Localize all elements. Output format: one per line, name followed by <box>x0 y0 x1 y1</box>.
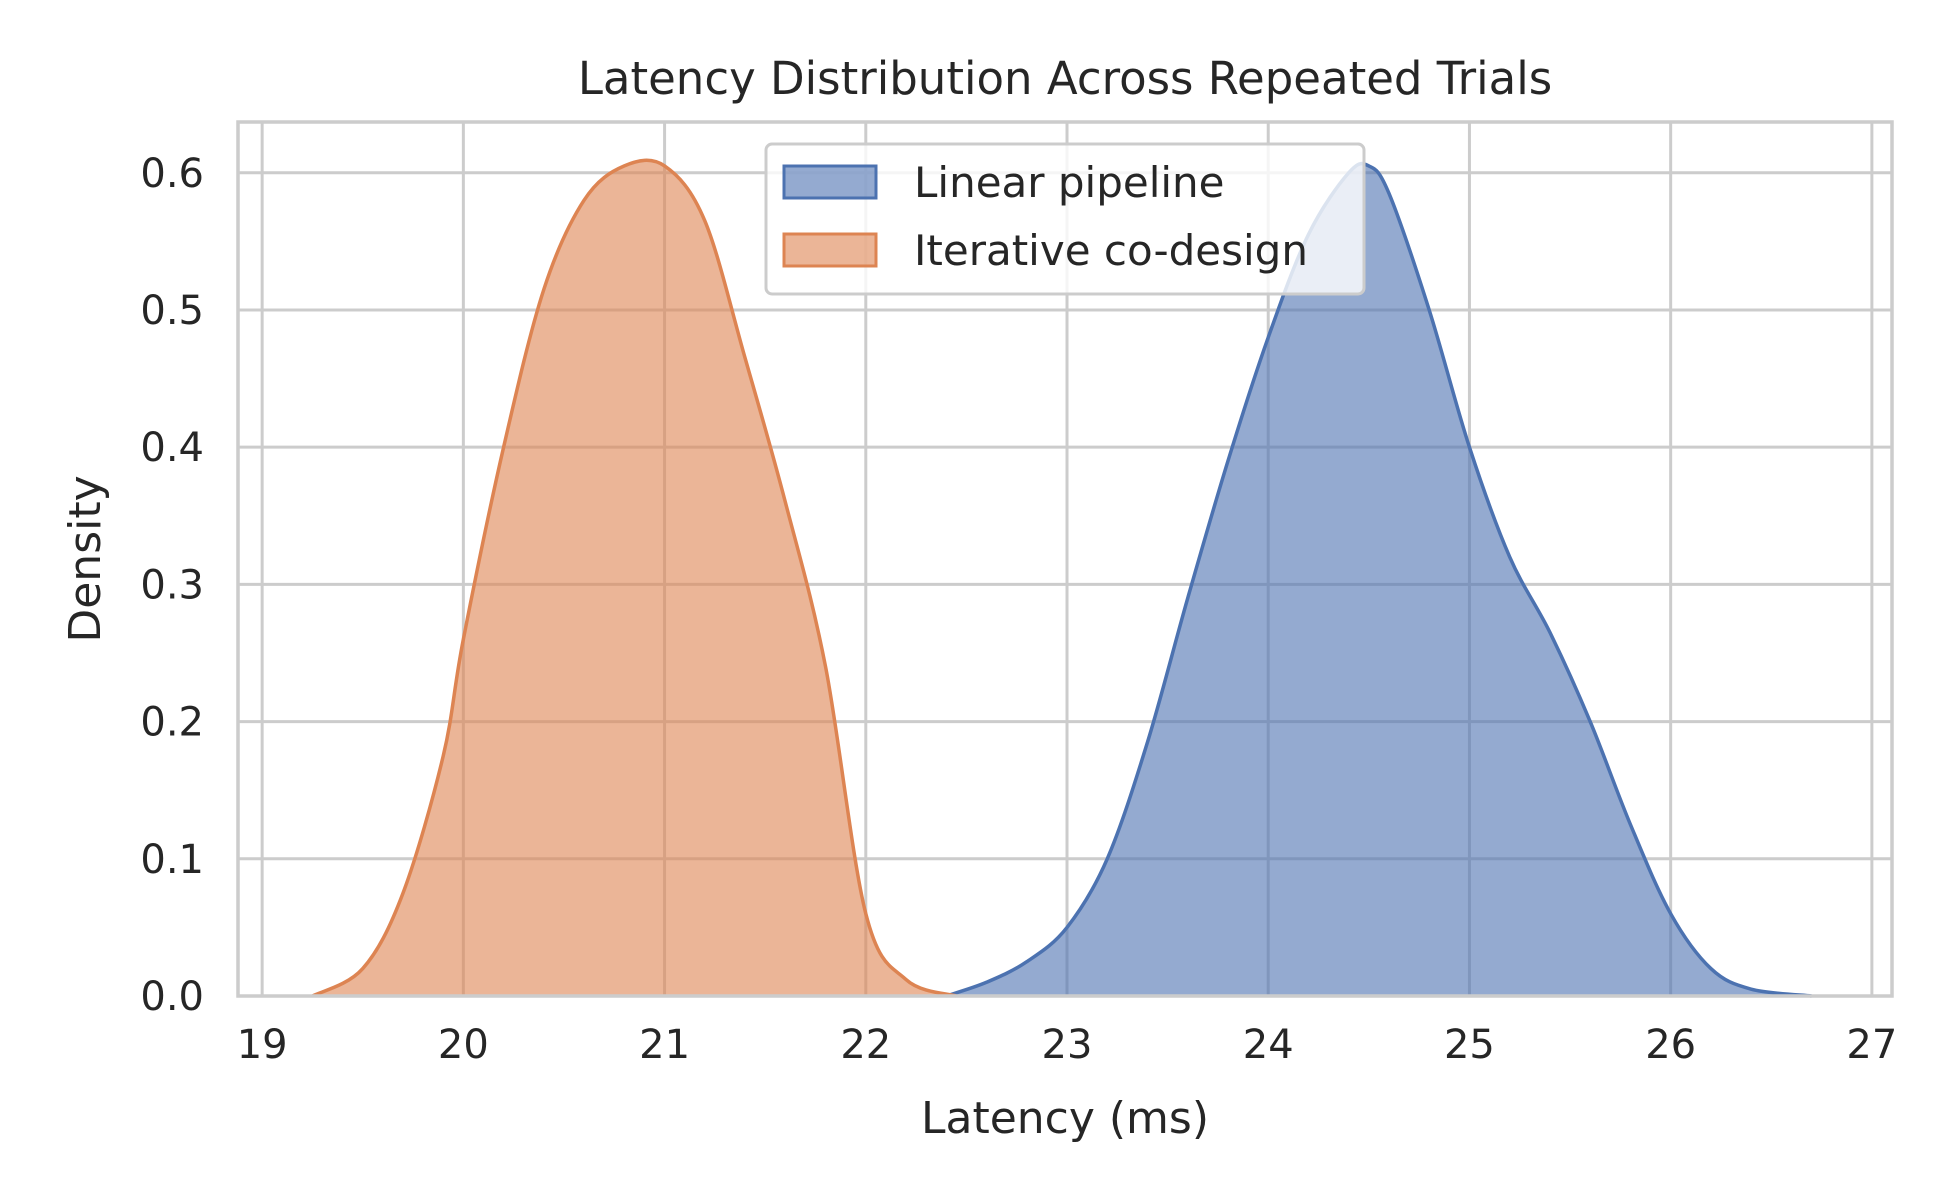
x-tick-label: 19 <box>237 1022 288 1068</box>
linear-pipeline-density-area <box>946 163 1812 996</box>
iterative-co-design-density-area <box>312 160 957 996</box>
plot-border <box>236 120 1894 998</box>
x-tick-label: 21 <box>639 1022 690 1068</box>
x-tick-label: 22 <box>840 1022 891 1068</box>
y-tick-label: 0.6 <box>140 151 204 197</box>
x-tick-label: 25 <box>1444 1022 1495 1068</box>
y-tick-label: 0.0 <box>140 974 204 1020</box>
x-tick-label: 24 <box>1243 1022 1294 1068</box>
series-layer <box>311 158 1812 998</box>
legend-label: Iterative co-design <box>914 226 1308 275</box>
y-tick-label: 0.3 <box>140 562 204 608</box>
legend: Linear pipeline Iterative co-design <box>764 142 1366 296</box>
x-tick-label: 26 <box>1645 1022 1696 1068</box>
y-tick-label: 0.1 <box>140 837 204 883</box>
x-tick-label: 27 <box>1846 1022 1897 1068</box>
plot-frame <box>236 120 1894 998</box>
iterative-co-design-density-line <box>311 158 957 998</box>
legend-label: Linear pipeline <box>914 158 1225 207</box>
y-axis-label: Density <box>60 475 111 642</box>
legend-swatch <box>782 164 878 200</box>
y-tick-label: 0.2 <box>140 700 204 746</box>
x-axis-label: Latency (ms) <box>921 1093 1209 1144</box>
y-tick-label: 0.5 <box>140 288 204 334</box>
legend-swatch <box>782 232 878 268</box>
chart-title: Latency Distribution Across Repeated Tri… <box>578 52 1552 105</box>
legend-box <box>764 142 1366 296</box>
x-tick-label: 23 <box>1042 1022 1093 1068</box>
linear-pipeline-density-line <box>945 161 1812 998</box>
x-tick-label: 20 <box>438 1022 489 1068</box>
y-tick-label: 0.4 <box>140 425 204 471</box>
tick-labels: 19 20 21 22 23 24 25 26 27 0.0 0.1 0.2 0.3 0.4 0.5 0.6 <box>140 151 1897 1068</box>
